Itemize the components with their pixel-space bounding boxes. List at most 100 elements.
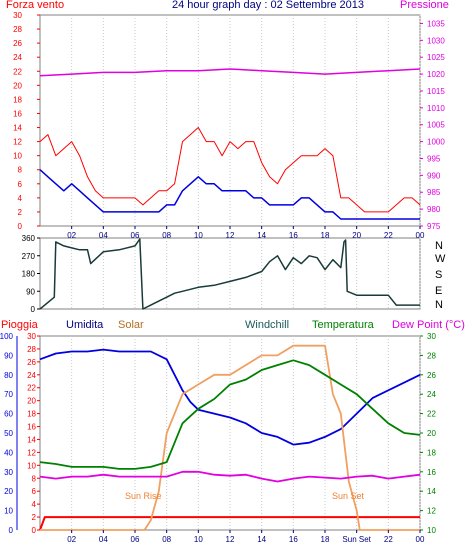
weather-x-tick-label: 10 [194,535,203,544]
weather-series-temperatura [39,359,421,470]
wind-left-tick-label: 26 [13,39,22,48]
direction-series [39,238,420,310]
rain-tick-label: 12 [27,448,36,457]
compass-n-top: N [435,240,443,252]
wind-x-tick-label: 16 [289,231,298,240]
humidity-tick-label: 40 [4,448,13,457]
rain-tick-label: 28 [27,345,36,354]
weather-x-tick-label: 00 [416,535,425,544]
rain-tick-label: 0 [32,526,37,535]
wind-series-forza-vento-media [39,169,420,220]
rain-tick-label: 8 [32,474,37,483]
compass-n-bottom: N [435,299,443,311]
wind-left-tick-label: 14 [13,124,22,133]
wind-x-tick-label: 18 [321,231,330,240]
humidity-tick-label: 50 [4,429,13,438]
wind-series-forza-vento [39,127,421,213]
pressure-right-tick-label: 980 [427,205,441,214]
humidity-tick-label: 60 [4,410,13,419]
header-dewpoint: Dew Point (°C) [392,319,465,331]
temp-right-tick-label: 14 [427,487,436,496]
temp-right-tick-label: 28 [427,351,436,360]
pressure-right-tick-label: 1035 [427,19,445,28]
wind-x-tick-label: 22 [384,231,393,240]
header-pioggia: Pioggia [1,319,38,331]
weather-x-tick-label: 16 [289,535,298,544]
header-umidita: Umidita [66,319,104,331]
pressure-right-tick-label: 975 [427,222,441,231]
wind-series-pressione [39,68,421,77]
wind-left-tick-label: 10 [13,152,22,161]
wind-x-tick-label: 00 [416,231,425,240]
weather-x-tick-label: 04 [99,535,108,544]
temp-right-tick-label: 18 [427,448,436,457]
wind-x-tick-label: 02 [67,231,76,240]
temp-right-tick-label: 24 [427,390,436,399]
header-temperatura: Temperatura [312,319,374,331]
weather-x-tick-label: 14 [257,535,266,544]
weather-x-tick-label: 12 [226,535,235,544]
wind-x-tick-label: 08 [162,231,171,240]
humidity-tick-label: 100 [0,332,14,341]
humidity-tick-label: 70 [4,390,13,399]
wind-left-tick-label: 28 [13,25,22,34]
wind-left-tick-label: 16 [13,109,22,118]
pressure-right-tick-label: 990 [427,171,441,180]
temp-right-tick-label: 16 [427,468,436,477]
rain-tick-label: 16 [27,423,36,432]
pressure-right-tick-label: 1030 [427,36,445,45]
wind-left-tick-label: 0 [18,222,23,231]
rain-tick-label: 20 [27,397,36,406]
wind-left-tick-label: 20 [13,81,22,90]
rain-tick-label: 24 [27,371,36,380]
rain-tick-label: 10 [27,461,36,470]
weather-x-tick-label: Sun Set [342,535,371,544]
direction-panel-frame [39,237,421,310]
rain-tick-label: 26 [27,358,36,367]
weather-series-umidita [39,348,421,446]
wind-left-tick-label: 22 [13,67,22,76]
wind-left-tick-label: 2 [18,208,23,217]
weather-x-tick-label: 06 [131,535,140,544]
pressure-right-tick-label: 985 [427,188,441,197]
direction-tick-label: 90 [26,287,35,296]
compass-s: S [435,269,443,281]
humidity-tick-label: 30 [4,468,13,477]
humidity-tick-label: 80 [4,371,13,380]
temp-right-tick-label: 12 [427,507,436,516]
direction-tick-label: 270 [22,252,36,261]
rain-tick-label: 18 [27,410,36,419]
sunrise-label: Sun Rise [125,491,162,501]
header-forza-vento: Forza vento [6,0,65,11]
wind-x-tick-label: 04 [99,231,108,240]
rain-tick-label: 22 [27,384,36,393]
weather-x-tick-label: 22 [384,535,393,544]
temp-right-tick-label: 10 [427,526,436,535]
direction-tick-label: 0 [31,305,36,314]
compass-e: E [435,285,443,297]
rain-tick-label: 6 [32,487,37,496]
wind-left-tick-label: 30 [13,11,22,20]
page-title: 24 hour graph day : 02 Settembre 2013 [172,0,365,11]
pressure-right-tick-label: 1000 [427,138,445,147]
sunset-label: Sun Set [332,491,365,501]
wind-left-tick-label: 18 [13,95,22,104]
weather-series-dew-point [39,470,421,483]
header-solar: Solar [118,319,144,331]
rain-tick-label: 14 [27,435,36,444]
wind-left-tick-label: 12 [13,138,22,147]
wind-left-tick-label: 24 [13,53,22,62]
wind-x-tick-label: 12 [226,231,235,240]
rain-tick-label: 4 [32,500,37,509]
pressure-right-tick-label: 995 [427,154,441,163]
direction-tick-label: 360 [22,234,36,243]
pressure-right-tick-label: 1025 [427,53,445,62]
header-windchill: Windchill [245,319,290,331]
wind-x-tick-label: 06 [131,231,140,240]
rain-tick-label: 30 [27,332,36,341]
humidity-tick-label: 10 [4,507,13,516]
wind-left-tick-label: 8 [18,166,23,175]
wind-x-tick-label: 14 [257,231,266,240]
humidity-tick-label: 0 [9,526,14,535]
